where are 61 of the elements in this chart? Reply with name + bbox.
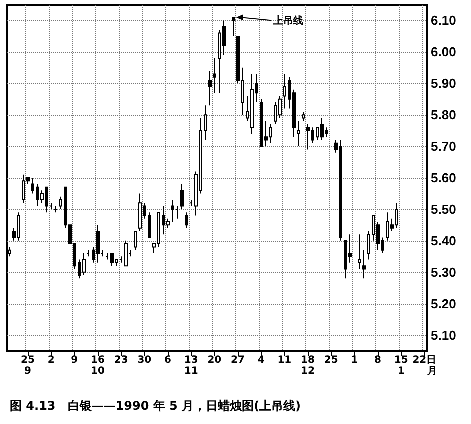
x-tick-label: 25: [324, 355, 338, 366]
y-tick-label: 5.50: [431, 202, 456, 217]
candlestick: [54, 206, 58, 214]
candlestick: [232, 17, 235, 37]
candlestick: [250, 74, 254, 134]
candlestick: [110, 252, 114, 267]
y-tick-label: 5.10: [431, 328, 456, 343]
x-tick-label: 30: [138, 355, 152, 366]
x-tick-label: 13 11: [184, 355, 198, 377]
x-tick-label: 16 10: [91, 355, 105, 377]
candlestick: [176, 206, 179, 220]
x-tick-label: 9: [71, 355, 78, 366]
candlestick: [302, 111, 305, 122]
y-tick-label: 5.90: [431, 76, 456, 92]
y-tick-label: 5.80: [431, 108, 456, 123]
candlestick: [180, 184, 184, 210]
candlestick: [204, 105, 207, 141]
x-tick-label: 22日: [412, 355, 437, 366]
x-tick-label: 23: [114, 355, 128, 366]
x-tick-label: 15 1: [394, 355, 408, 377]
annotation: 上吊线: [273, 14, 304, 28]
y-tick-label: 6.00: [431, 44, 456, 60]
candlestick: [138, 193, 142, 232]
x-tick-label: 2: [48, 355, 55, 366]
candlestick: [185, 212, 188, 229]
y-tick-label: 6.10: [431, 13, 456, 28]
candlestick: [306, 124, 310, 150]
candlestick: [208, 70, 212, 106]
x-axis-title: 月: [428, 366, 438, 377]
candlestick: [96, 224, 100, 264]
candlestick: [213, 58, 216, 94]
x-tick-label: 4: [258, 355, 265, 366]
y-tick-label: 5.20: [431, 296, 456, 312]
candlestick: [134, 230, 137, 251]
x-tick-label: 20: [208, 355, 222, 366]
candlestick: [283, 74, 286, 110]
candlestick: [82, 252, 86, 276]
candlestick: [87, 250, 90, 258]
x-tick-label: 18 12: [301, 355, 315, 377]
caption: 图 4.13 白银——1990 年 5 月，日蜡烛图(上吊线): [10, 398, 302, 415]
x-tick-label: 11: [278, 355, 292, 366]
y-tick-label: 5.70: [431, 139, 456, 154]
x-tick-label: 8: [374, 355, 382, 366]
candlestick: [148, 212, 151, 238]
candlestick: [358, 234, 361, 270]
y-tick-label: 5.60: [431, 170, 456, 186]
x-tick-label: 6: [164, 355, 172, 366]
candlestick: [124, 240, 128, 267]
y-tick-label: 5.30: [431, 264, 456, 280]
x-tick-label: 1: [351, 355, 358, 366]
candlestick: [362, 250, 366, 280]
candlestick: [59, 196, 62, 210]
y-tick-label: 5.40: [431, 233, 456, 248]
candlestick: [50, 202, 53, 210]
candlestick: [297, 120, 300, 148]
x-tick-label: 27: [231, 355, 245, 366]
candlestick: [31, 178, 34, 194]
candlestick: [367, 230, 370, 260]
x-tick-label: 25 9: [21, 355, 35, 377]
candlestick: [320, 118, 324, 141]
candlestick: [171, 200, 174, 223]
